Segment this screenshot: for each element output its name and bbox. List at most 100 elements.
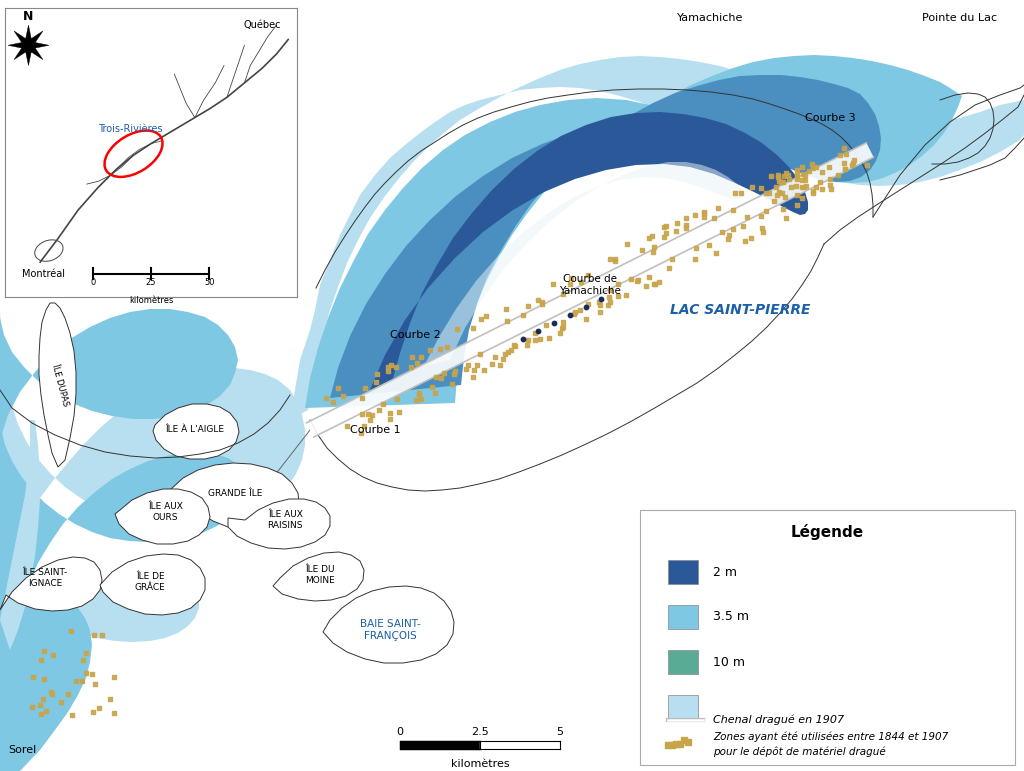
Polygon shape: [0, 309, 238, 440]
Polygon shape: [0, 589, 92, 771]
Point: [566, 308, 583, 321]
Point: [813, 166, 829, 178]
Point: [646, 241, 663, 254]
Point: [721, 229, 737, 241]
Polygon shape: [424, 162, 744, 366]
Point: [472, 348, 488, 360]
Point: [700, 239, 717, 251]
Point: [744, 180, 761, 193]
Point: [618, 289, 635, 301]
Point: [610, 278, 627, 290]
Point: [724, 223, 740, 235]
Polygon shape: [305, 55, 962, 408]
Point: [805, 185, 821, 197]
Point: [572, 276, 589, 288]
Polygon shape: [39, 303, 76, 467]
Polygon shape: [100, 554, 205, 615]
Point: [506, 339, 522, 352]
Point: [706, 211, 722, 224]
Point: [515, 332, 531, 345]
Point: [519, 339, 536, 352]
Point: [515, 309, 531, 322]
Point: [609, 290, 626, 302]
Point: [468, 359, 484, 372]
Point: [775, 176, 792, 188]
Point: [105, 706, 122, 719]
Point: [33, 708, 49, 720]
Point: [538, 318, 554, 331]
Point: [382, 412, 398, 425]
Point: [87, 678, 103, 690]
Text: pour le dépôt de matériel dragué: pour le dépôt de matériel dragué: [713, 747, 886, 757]
Text: 50: 50: [204, 278, 215, 288]
Point: [836, 142, 852, 154]
Point: [460, 359, 476, 371]
Point: [503, 344, 519, 356]
Point: [44, 648, 60, 661]
Point: [445, 368, 462, 380]
Point: [798, 180, 814, 192]
Point: [645, 246, 662, 258]
Point: [411, 387, 427, 399]
Point: [325, 396, 341, 409]
Point: [769, 188, 785, 200]
Polygon shape: [153, 404, 239, 459]
Point: [526, 327, 543, 339]
Point: [788, 199, 805, 211]
Point: [354, 392, 371, 405]
Point: [761, 187, 777, 199]
Point: [655, 231, 672, 244]
Point: [796, 180, 812, 193]
Point: [352, 427, 369, 439]
Text: 2.5: 2.5: [471, 727, 488, 737]
Point: [645, 278, 662, 290]
Point: [32, 699, 48, 711]
Point: [443, 378, 460, 390]
Text: Courbe 1: Courbe 1: [349, 425, 400, 435]
Point: [572, 304, 589, 316]
Text: 2 m: 2 m: [713, 565, 737, 578]
Point: [465, 322, 481, 335]
Text: N: N: [24, 10, 34, 23]
Point: [541, 332, 557, 345]
Point: [797, 173, 813, 186]
Text: BAIE SAINT-
FRANÇOIS: BAIE SAINT- FRANÇOIS: [359, 619, 421, 641]
Point: [607, 254, 624, 267]
Point: [775, 203, 792, 215]
Point: [768, 181, 784, 194]
Point: [546, 317, 562, 329]
Point: [794, 192, 810, 204]
Bar: [668, 695, 698, 719]
Point: [753, 181, 769, 194]
Point: [669, 217, 685, 229]
Point: [458, 363, 474, 375]
Polygon shape: [8, 25, 49, 66]
Point: [36, 672, 52, 685]
Point: [801, 165, 817, 177]
Text: ÎLE AUX
RAISINS: ÎLE AUX RAISINS: [267, 510, 303, 530]
Point: [411, 388, 427, 400]
Point: [90, 702, 106, 714]
Point: [720, 233, 736, 245]
Text: GRANDE ÎLE: GRANDE ÎLE: [208, 489, 262, 497]
Point: [369, 368, 385, 380]
Text: 5: 5: [556, 727, 563, 737]
Point: [777, 191, 794, 204]
Point: [554, 288, 570, 301]
Point: [578, 312, 594, 325]
Point: [408, 394, 424, 406]
Polygon shape: [170, 463, 299, 530]
Text: Trois-Rivières: Trois-Rivières: [98, 124, 163, 134]
Point: [414, 351, 430, 363]
Text: ÎLE DUPAS: ÎLE DUPAS: [50, 363, 70, 407]
Point: [821, 161, 838, 173]
Point: [624, 272, 640, 284]
Point: [84, 668, 100, 681]
Point: [75, 654, 91, 666]
Point: [554, 322, 570, 335]
Point: [714, 226, 730, 238]
Point: [578, 301, 594, 313]
Text: 3.5 m: 3.5 m: [713, 611, 749, 624]
Point: [552, 327, 568, 339]
Point: [356, 419, 373, 432]
